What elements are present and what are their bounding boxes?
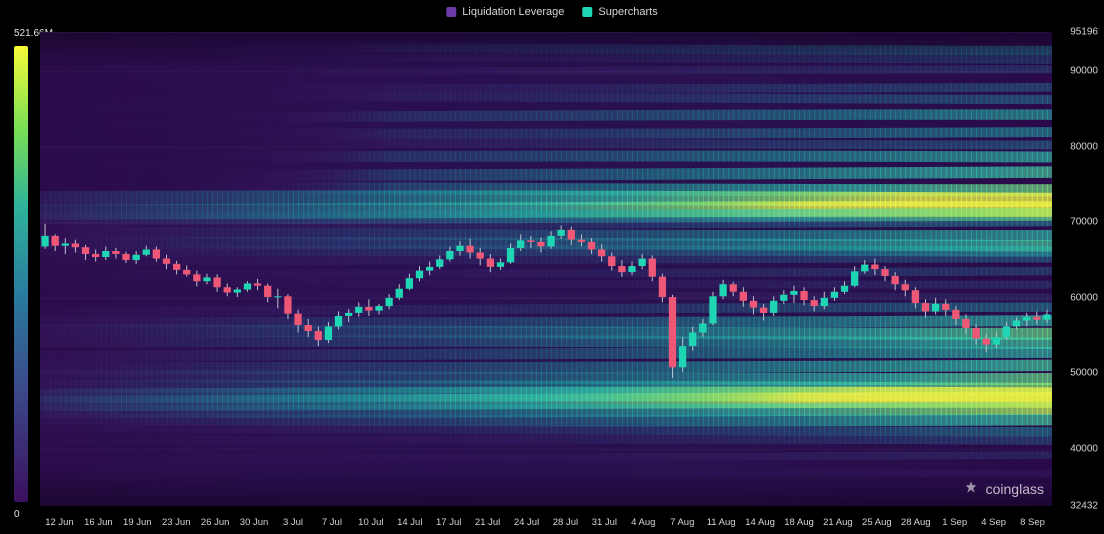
colorbar: 521.66M 0 [14,42,28,506]
x-axis: 12 Jun 16 Jun 19 Jun 23 Jun 26 Jun 30 Jun 3 Ju… [40,512,1052,534]
x-tick-label: 14 Jul [397,517,422,528]
x-tick-label: 19 Jun [123,517,152,528]
x-tick-label: 12 Jun [45,517,74,528]
y-axis: 9519690000800007000060000500004000032432 [1056,32,1104,506]
brand-icon [962,480,980,498]
x-tick-label: 24 Jul [514,517,539,528]
x-tick-label: 3 Jul [283,517,303,528]
y-tick-label: 40000 [1070,443,1098,454]
y-tick-label: 50000 [1070,368,1098,379]
y-tick-label: 32432 [1070,501,1098,512]
x-tick-label: 26 Jun [201,517,230,528]
x-tick-label: 7 Aug [670,517,694,528]
y-tick-label: 60000 [1070,292,1098,303]
x-tick-label: 1 Sep [942,517,967,528]
x-tick-label: 7 Jul [322,517,342,528]
x-tick-label: 10 Jul [358,517,383,528]
colorbar-min: 0 [14,509,20,520]
x-tick-label: 16 Jun [84,517,113,528]
x-tick-label: 8 Sep [1020,517,1045,528]
y-tick-label: 80000 [1070,141,1098,152]
x-tick-label: 18 Aug [784,517,814,528]
colorbar-gradient [14,46,28,502]
chart-canvas [40,32,1052,506]
legend-swatch-1 [582,7,592,17]
x-tick-label: 21 Aug [823,517,853,528]
x-tick-label: 17 Jul [436,517,461,528]
legend-item: Supercharts [582,6,657,18]
x-tick-label: 14 Aug [745,517,775,528]
x-tick-label: 11 Aug [707,517,736,528]
legend-label-1: Supercharts [598,6,657,18]
x-tick-label: 25 Aug [862,517,892,528]
x-tick-label: 30 Jun [240,517,269,528]
x-tick-label: 4 Sep [981,517,1006,528]
legend: Liquidation Leverage Supercharts [446,6,657,18]
x-tick-label: 21 Jul [475,517,500,528]
x-tick-label: 31 Jul [592,517,617,528]
x-tick-label: 28 Jul [553,517,578,528]
x-tick-label: 28 Aug [901,517,931,528]
legend-swatch-0 [446,7,456,17]
y-tick-label: 95196 [1070,27,1098,38]
chart-area[interactable] [40,32,1052,506]
x-tick-label: 4 Aug [631,517,655,528]
legend-label-0: Liquidation Leverage [462,6,564,18]
y-tick-label: 70000 [1070,217,1098,228]
watermark-text: coinglass [986,481,1044,497]
y-tick-label: 90000 [1070,66,1098,77]
watermark: coinglass [962,480,1044,498]
legend-item: Liquidation Leverage [446,6,564,18]
x-tick-label: 23 Jun [162,517,191,528]
